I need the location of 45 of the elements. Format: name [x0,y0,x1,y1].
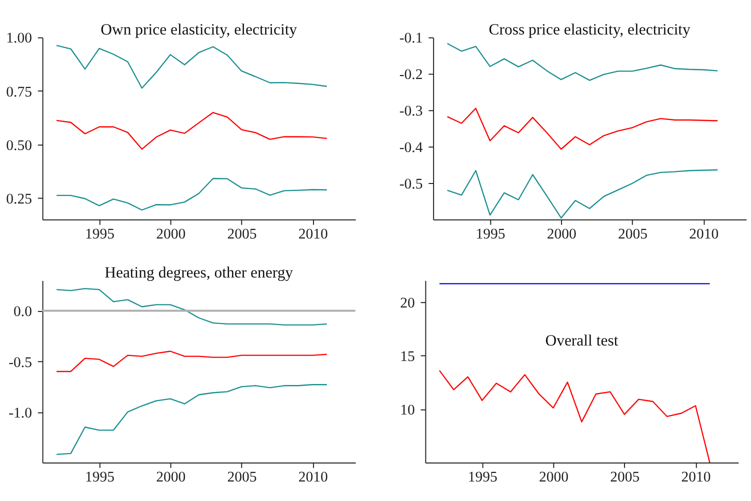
x-tick-label: 2000 [546,226,576,243]
line-series [446,42,718,81]
y-tick-label: 1.00 [6,30,32,47]
text: Overall test [545,332,619,350]
x-tick-label: 1995 [84,470,114,486]
x-tick-label: 2005 [227,226,257,243]
x-tick-label: 2005 [618,226,648,243]
y-tick-label: -0.4 [399,140,424,156]
line-series [56,112,328,150]
y-tick-label: -0.1 [399,30,423,47]
y-tick-label: -0.5 [399,176,423,192]
x-tick-label: 2010 [298,226,328,243]
x-tick-label: 1995 [468,470,498,486]
x-tick-label: 2005 [610,470,640,486]
y-tick-label: -0.3 [399,104,423,120]
y-tick-label: 20 [400,295,415,312]
chart-title: Cross price elasticity, electricity [488,21,691,38]
line-series [438,370,710,463]
x-tick-label: 2010 [298,470,328,486]
line-series [56,178,328,211]
chart-title: Heating degrees, other energy [104,264,294,282]
x-tick-label: 2010 [689,226,719,243]
x-tick-label: 2010 [681,470,711,486]
y-tick-label: -0.2 [399,67,423,84]
y-tick-label: 0.25 [6,191,32,208]
chart-title: Own price elasticity, electricity [100,21,298,38]
line-series [56,350,328,372]
y-tick-label: -0.5 [8,354,32,371]
x-tick-label: 1995 [476,226,506,243]
y-tick-label: 0.75 [6,84,32,100]
y-tick-label: 15 [400,348,415,365]
line-series [446,108,718,150]
line-series [56,384,328,456]
line-series [56,288,328,326]
y-tick-label: 0.50 [6,138,32,154]
y-tick-label: 0.0 [14,304,32,320]
line-series [56,44,328,89]
x-tick-label: 2000 [156,470,186,486]
line-series [446,169,718,219]
x-tick-label: 2000 [538,470,568,486]
x-tick-label: 1995 [84,226,114,243]
y-tick-label: 10 [400,402,415,418]
y-tick-label: -1.0 [8,405,32,422]
x-tick-label: 2005 [227,470,257,486]
x-tick-label: 2000 [156,226,186,243]
